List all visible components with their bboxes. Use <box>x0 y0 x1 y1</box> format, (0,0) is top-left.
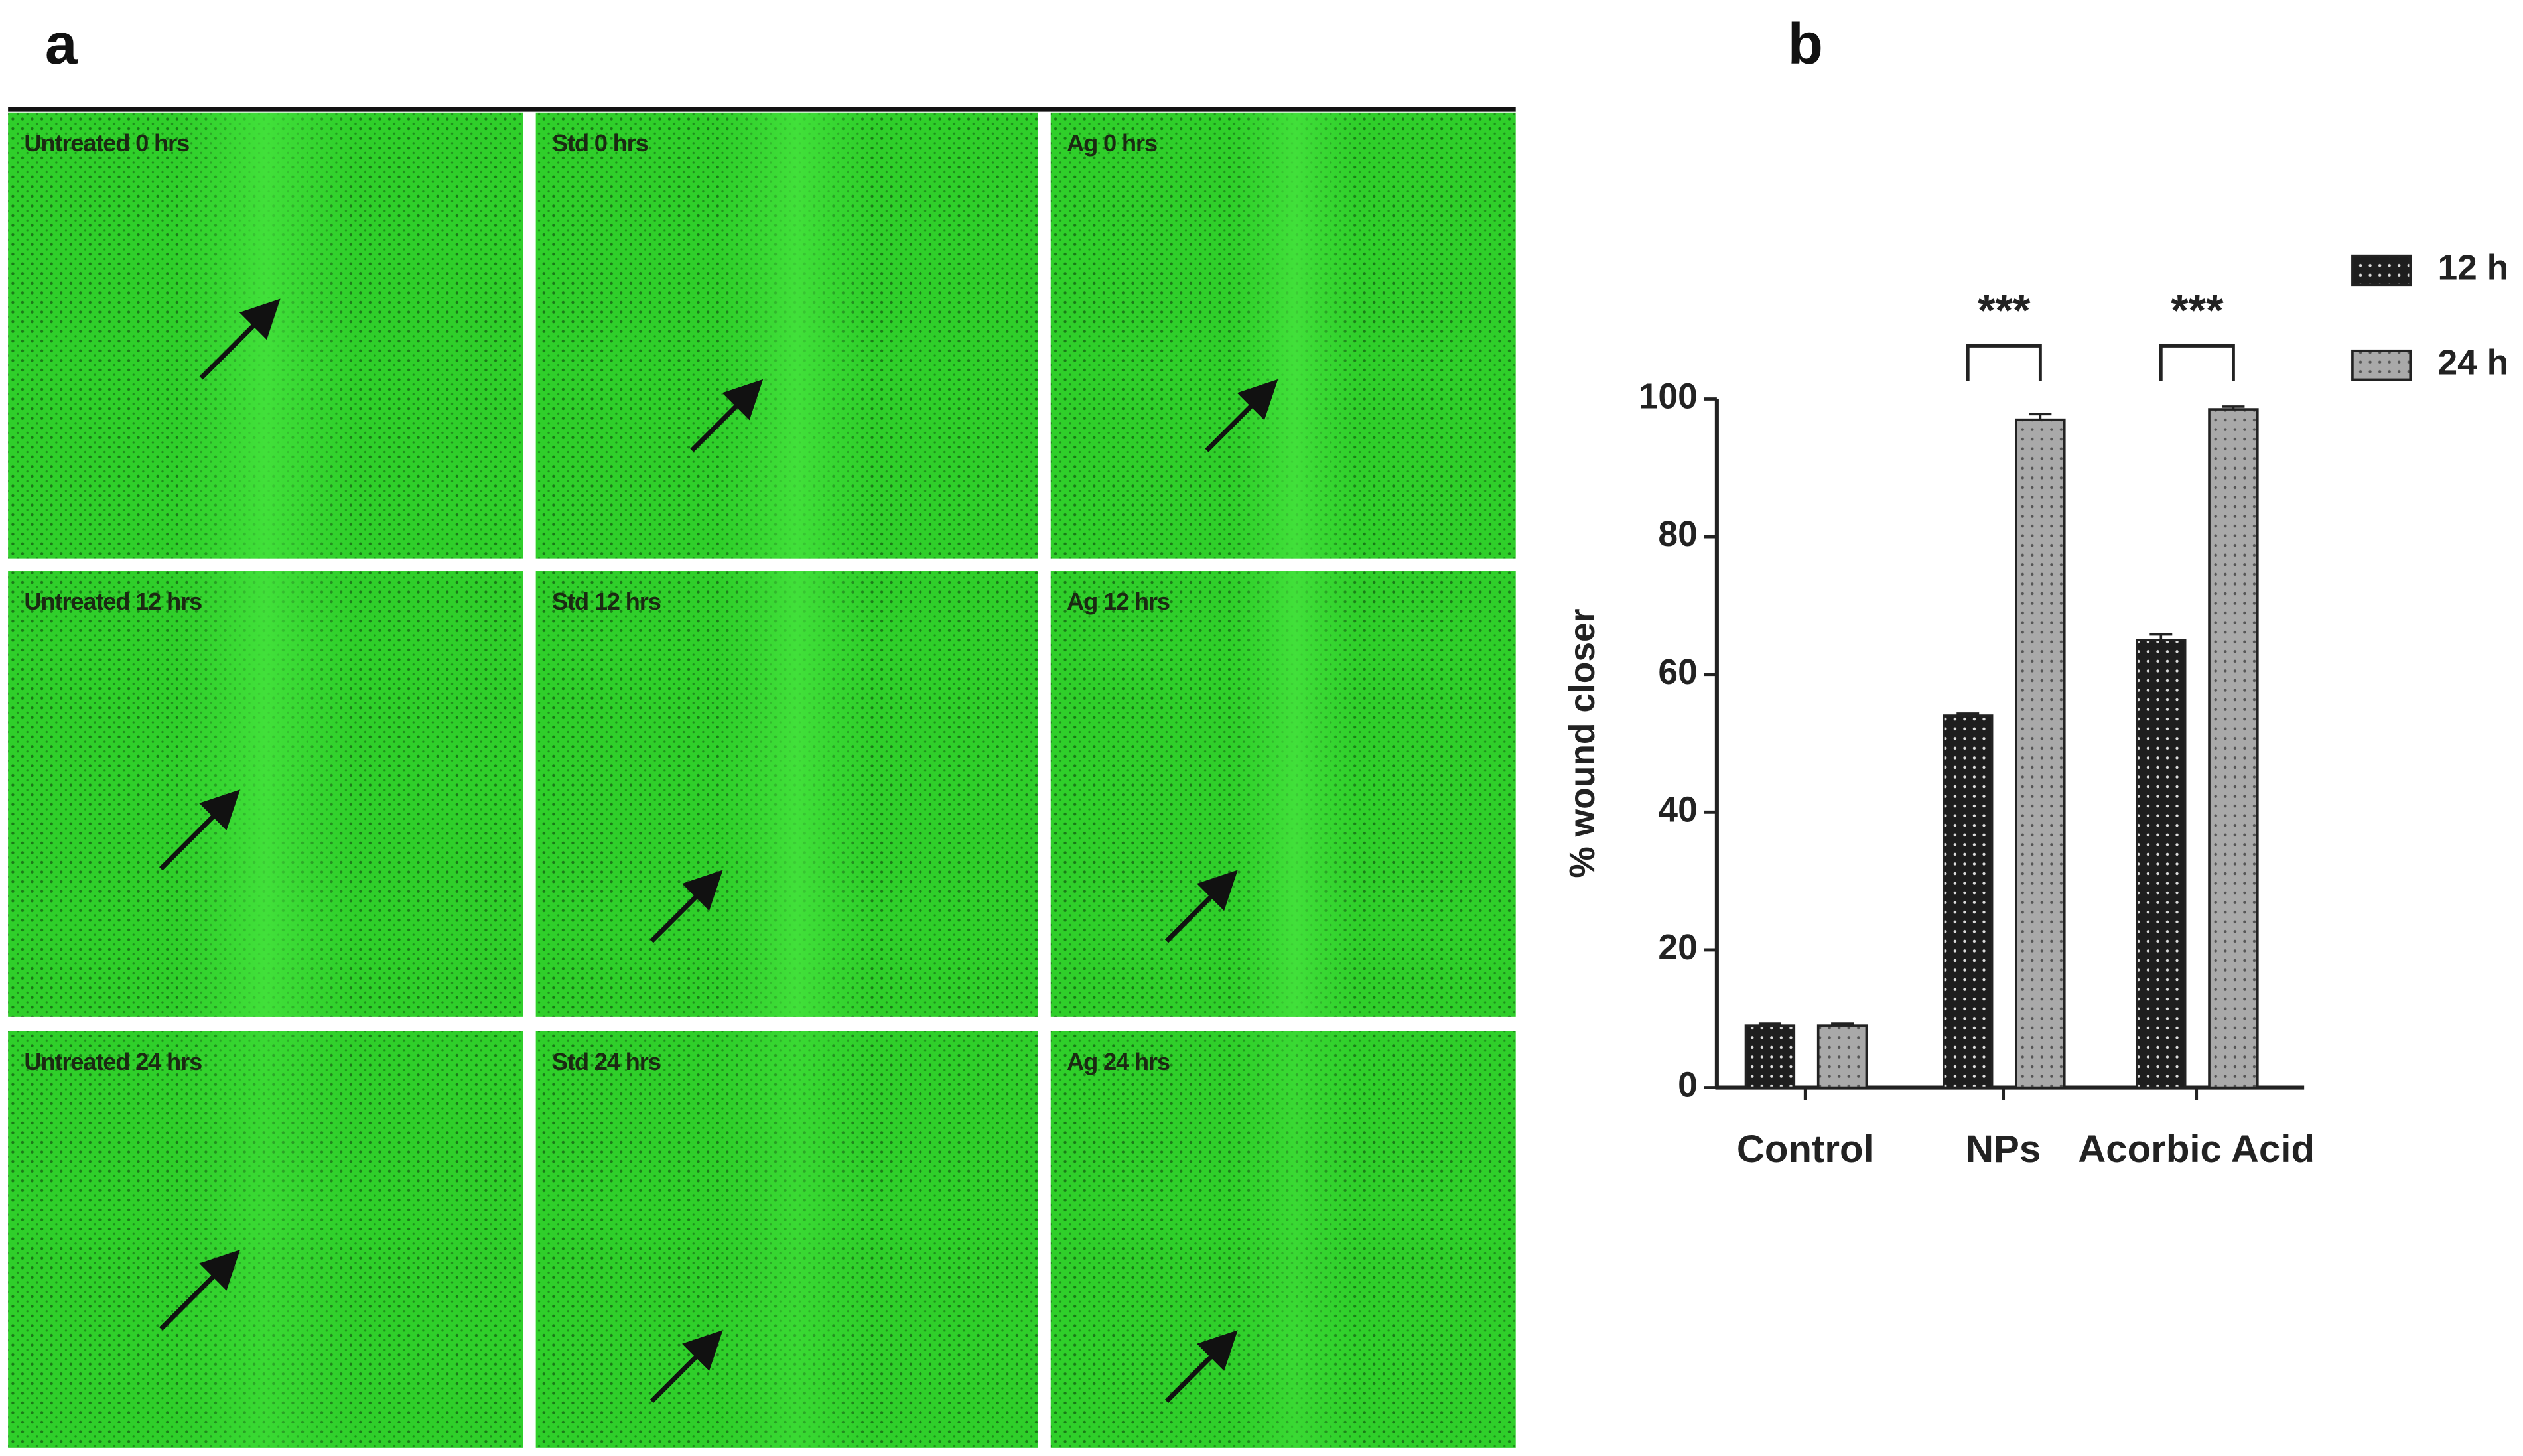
y-tick-label: 80 <box>1658 515 1697 554</box>
wound-gap <box>1231 1031 1360 1448</box>
arrow <box>649 1330 723 1404</box>
bar <box>1943 714 1994 1089</box>
significance-label: *** <box>1978 286 2031 336</box>
wound-gap <box>719 112 874 559</box>
wound-gap <box>175 571 356 1017</box>
arrow <box>649 870 723 943</box>
wound-gap <box>719 1031 874 1448</box>
bar <box>2136 639 2187 1089</box>
bar <box>1816 1024 1868 1089</box>
legend-swatch <box>2351 254 2412 287</box>
micrograph-label: Std 24 hrs <box>552 1048 661 1075</box>
wound-gap <box>1231 112 1360 559</box>
significance-bracket <box>2159 344 2235 381</box>
panel-label: a <box>45 11 78 76</box>
micrograph-label: Ag 0 hrs <box>1067 129 1157 157</box>
micrograph-label: Untreated 0 hrs <box>24 129 189 157</box>
wound-gap <box>1231 571 1360 1017</box>
arrow <box>1164 1330 1238 1404</box>
wound-gap <box>719 571 874 1017</box>
arrow <box>1164 870 1238 943</box>
micrograph-label: Untreated 12 hrs <box>24 588 202 615</box>
arrow <box>159 789 240 871</box>
bar-chart: 0 20 40 60 80 100 % wound closer Control NPs Acor… <box>1563 249 2508 1171</box>
legend-label: 12 h <box>2437 249 2508 288</box>
bar <box>2208 408 2259 1089</box>
significance-label: *** <box>2171 286 2224 336</box>
y-axis-label: % wound closer <box>1563 609 1602 878</box>
panel-label: b <box>1788 11 1823 76</box>
y-tick-label: 100 <box>1639 377 1698 417</box>
x-tick-label: NPs <box>1966 1128 2041 1171</box>
arrow <box>199 298 281 380</box>
bar <box>2015 418 2066 1089</box>
y-tick-label: 0 <box>1678 1066 1698 1105</box>
x-tick-label: Control <box>1737 1128 1874 1171</box>
bar <box>1744 1024 1796 1089</box>
arrow <box>1205 379 1278 452</box>
y-tick-label: 60 <box>1658 653 1697 692</box>
micrograph-label: Std 0 hrs <box>552 129 648 157</box>
wound-gap <box>175 112 356 559</box>
significance-bracket <box>1966 344 2042 381</box>
legend-label: 24 h <box>2437 344 2508 383</box>
legend-swatch <box>2351 349 2412 381</box>
arrow <box>690 379 764 452</box>
x-tick-label: Acorbic Acid <box>2078 1128 2315 1171</box>
arrow <box>159 1249 240 1331</box>
y-tick-label: 20 <box>1658 928 1697 967</box>
micrograph-label: Ag 24 hrs <box>1067 1048 1170 1075</box>
wound-gap <box>175 1031 356 1448</box>
micrograph-label: Untreated 24 hrs <box>24 1048 202 1075</box>
micrograph-label: Ag 12 hrs <box>1067 588 1170 615</box>
micrograph-grid: Untreated 0 hrs Std 0 hrs Ag 0 hrs Untreate… <box>8 112 1516 1448</box>
y-tick-label: 40 <box>1658 790 1697 829</box>
micrograph-label: Std 12 hrs <box>552 588 661 615</box>
